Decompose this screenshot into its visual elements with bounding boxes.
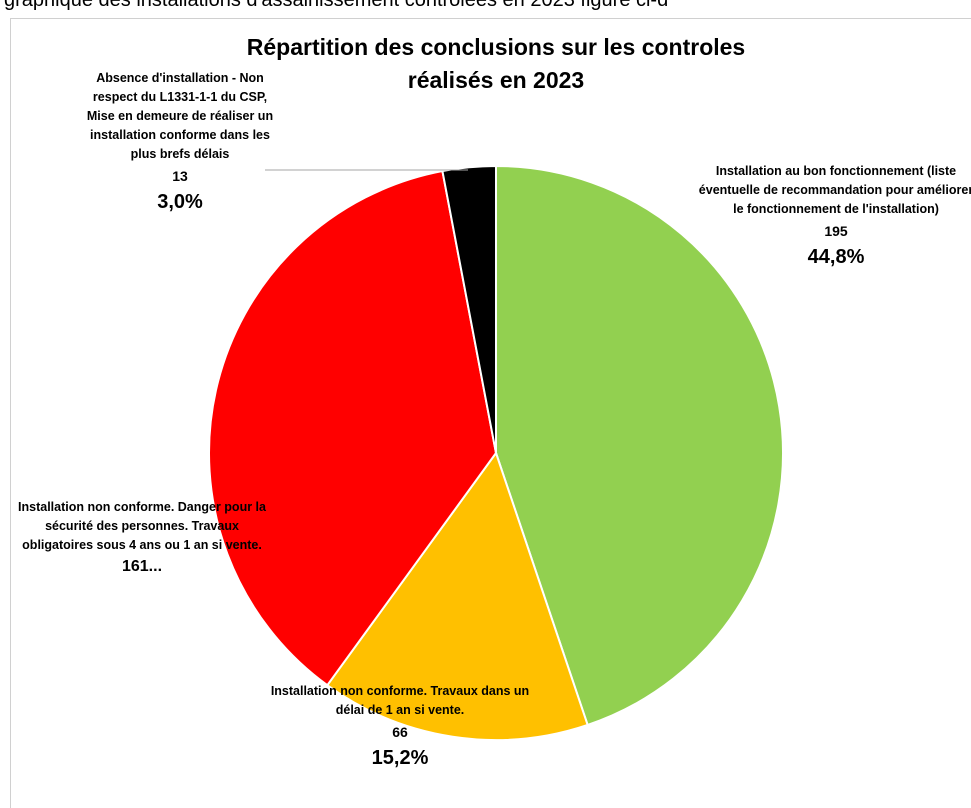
value-label: 161... — [121, 558, 163, 575]
pie-slice — [325, 450, 589, 741]
category-label: Absence d'installation - Non respect du … — [86, 71, 274, 161]
pie-slice — [441, 164, 497, 454]
value-label: 13 — [172, 168, 188, 184]
percent-label: 15,2% — [371, 747, 429, 769]
chart-frame — [10, 18, 971, 808]
slice-label: Installation non conforme. Danger pour l… — [8, 498, 276, 576]
slice-label: Installation non conforme. Travaux dans … — [260, 682, 540, 768]
pie-slice — [495, 164, 784, 727]
slice-label: Absence d'installation - Non respect du … — [80, 69, 280, 212]
percent-label: 44,8% — [807, 246, 865, 268]
percent-label: 3,0% — [157, 191, 203, 213]
pie-slice — [208, 169, 498, 687]
category-label: Installation non conforme. Travaux dans … — [270, 684, 530, 717]
value-label: 195 — [824, 223, 848, 239]
value-label: 66 — [392, 724, 408, 740]
slice-label: Installation au bon fonctionnement (list… — [695, 162, 971, 267]
chart-title: Répartition des conclusions sur les cont… — [246, 34, 746, 93]
cut-off-caption: graphique des installations d'assainisse… — [4, 0, 669, 11]
category-label: Installation non conforme. Danger pour l… — [18, 500, 266, 552]
category-label: Installation au bon fonctionnement (list… — [698, 164, 971, 216]
